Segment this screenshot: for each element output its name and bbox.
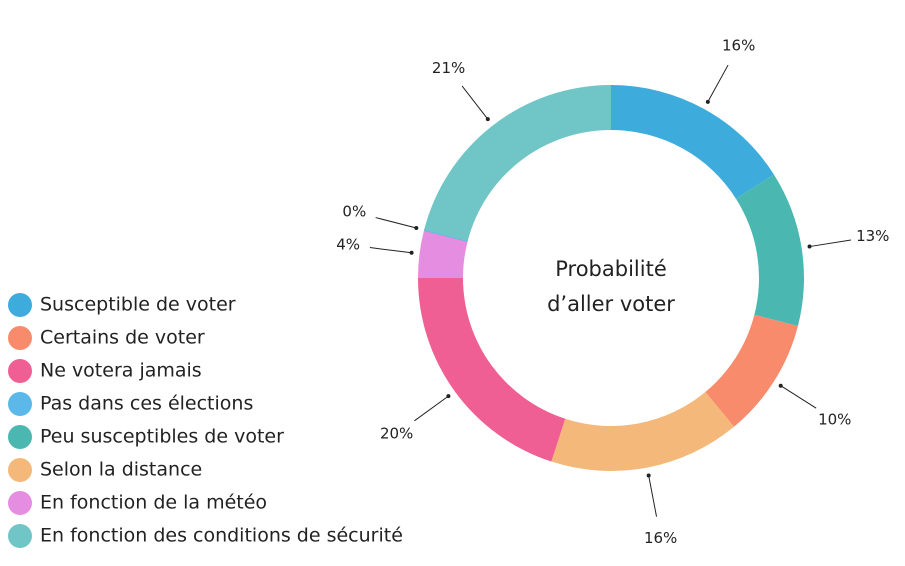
leader-line bbox=[707, 64, 729, 103]
leader-dot bbox=[485, 117, 490, 122]
leader-line bbox=[414, 395, 449, 422]
center-title: d’aller voter bbox=[547, 292, 675, 316]
value-label: 0% bbox=[342, 203, 366, 221]
legend-swatch bbox=[8, 425, 32, 449]
leader-dot bbox=[446, 394, 451, 399]
donut-segment bbox=[424, 85, 611, 242]
legend-swatch bbox=[8, 458, 32, 482]
leader-line bbox=[369, 247, 412, 254]
leader-line bbox=[780, 385, 817, 409]
legend-swatch bbox=[8, 326, 32, 350]
legend-swatch bbox=[8, 359, 32, 383]
value-label: 4% bbox=[336, 235, 360, 253]
legend-label: Susceptible de voter bbox=[40, 294, 236, 316]
leader-dot bbox=[409, 250, 414, 255]
leader-dot bbox=[807, 244, 812, 249]
leader-line bbox=[648, 475, 658, 517]
leader-dot bbox=[646, 473, 651, 478]
donut-segment bbox=[418, 278, 566, 462]
value-label: 16% bbox=[722, 36, 755, 54]
donut-segment bbox=[705, 314, 798, 427]
center-title: Probabilité bbox=[555, 257, 667, 281]
legend-swatch bbox=[8, 293, 32, 317]
legend-label: Ne votera jamais bbox=[40, 360, 202, 382]
donut-segment bbox=[551, 392, 735, 471]
legend-swatch bbox=[8, 491, 32, 515]
legend-swatch bbox=[8, 392, 32, 416]
value-label: 21% bbox=[432, 59, 465, 77]
leader-dot bbox=[414, 226, 419, 231]
value-label: 13% bbox=[856, 227, 889, 245]
legend-label: Pas dans ces élections bbox=[40, 393, 253, 415]
legend-label: Selon la distance bbox=[40, 459, 202, 481]
donut-segment bbox=[611, 85, 774, 199]
donut-segment bbox=[418, 230, 468, 278]
leader-line bbox=[809, 239, 852, 248]
leader-dot bbox=[778, 383, 783, 388]
legend-label: Certains de voter bbox=[40, 327, 205, 349]
legend-swatch bbox=[8, 524, 32, 548]
legend-label: En fonction de la météo bbox=[40, 492, 267, 514]
value-label: 10% bbox=[818, 410, 851, 428]
leader-line bbox=[461, 85, 489, 120]
legend-label: En fonction des conditions de sécurité bbox=[40, 525, 403, 547]
legend-label: Peu susceptibles de voter bbox=[40, 426, 284, 448]
leader-line bbox=[375, 217, 417, 229]
value-label: 20% bbox=[380, 424, 413, 442]
value-label: 16% bbox=[644, 529, 677, 547]
leader-dot bbox=[705, 99, 710, 104]
donut-segment bbox=[735, 174, 804, 326]
